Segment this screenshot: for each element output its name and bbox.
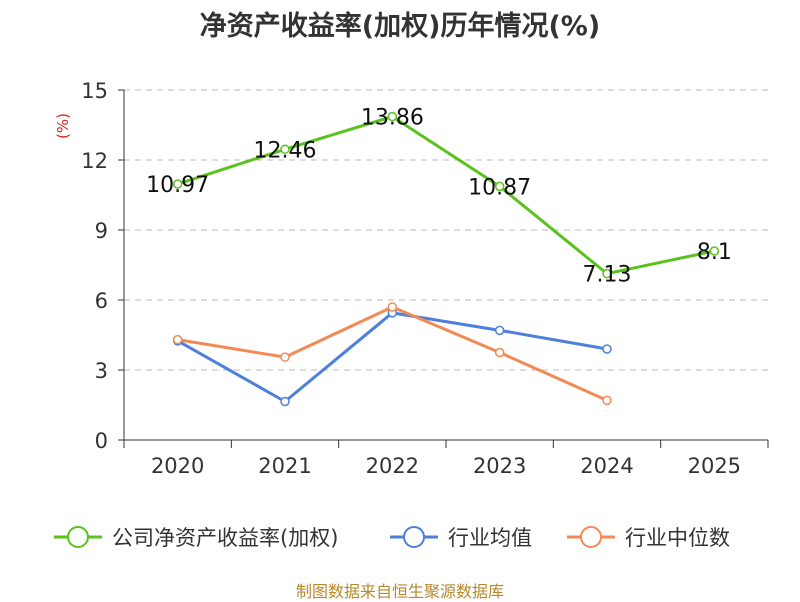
data-label: 10.97 bbox=[146, 173, 209, 198]
x-tick-label: 2022 bbox=[366, 454, 419, 478]
data-point bbox=[172, 179, 183, 189]
series-line-2 bbox=[177, 305, 608, 402]
data-point bbox=[602, 344, 612, 354]
data-point bbox=[280, 396, 290, 407]
data-label: 8.1 bbox=[697, 240, 732, 265]
legend-label: 公司净资产收益率(加权) bbox=[112, 526, 338, 550]
x-tick-label: 2021 bbox=[258, 454, 311, 478]
data-point bbox=[494, 181, 505, 192]
y-tick-label: 9 bbox=[95, 219, 108, 243]
data-point bbox=[602, 268, 612, 279]
data-point bbox=[387, 111, 398, 122]
x-tick-label: 2024 bbox=[580, 454, 633, 478]
source-note: 制图数据来自恒生聚源数据库 bbox=[295, 582, 504, 601]
data-point bbox=[387, 302, 398, 312]
y-tick-label: 15 bbox=[81, 79, 108, 103]
legend-label: 行业中位数 bbox=[625, 526, 730, 550]
x-tick-label: 2025 bbox=[688, 454, 741, 478]
legend-marker bbox=[403, 526, 425, 548]
y-tick-label: 12 bbox=[81, 149, 108, 173]
data-point bbox=[494, 347, 505, 358]
data-label: 13.86 bbox=[361, 106, 424, 131]
x-tick-label: 2023 bbox=[473, 454, 526, 478]
data-point bbox=[494, 325, 505, 336]
chart-title: 净资产收益率(加权)历年情况(%) bbox=[199, 11, 601, 42]
data-label: 7.13 bbox=[583, 263, 632, 288]
data-point bbox=[280, 144, 290, 155]
data-point bbox=[709, 246, 720, 256]
data-point bbox=[172, 334, 183, 345]
series-line-1 bbox=[176, 311, 608, 403]
y-unit-label: (%) bbox=[54, 113, 72, 139]
legend-label: 行业均值 bbox=[448, 526, 532, 550]
legend-item-1: 行业均值 bbox=[390, 526, 532, 550]
legend-marker bbox=[580, 526, 602, 548]
x-tick-label: 2020 bbox=[151, 454, 204, 478]
data-label: 10.87 bbox=[468, 175, 531, 200]
data-label: 12.46 bbox=[254, 138, 317, 163]
y-tick-label: 3 bbox=[95, 359, 108, 383]
data-point bbox=[602, 395, 612, 406]
y-tick-label: 0 bbox=[95, 429, 108, 453]
series-line-0 bbox=[177, 115, 715, 276]
legend-marker bbox=[67, 526, 89, 548]
data-point bbox=[280, 352, 290, 362]
legend-item-2: 行业中位数 bbox=[567, 526, 730, 550]
y-tick-label: 6 bbox=[95, 289, 108, 313]
legend-item-0: 公司净资产收益率(加权) bbox=[54, 526, 338, 550]
